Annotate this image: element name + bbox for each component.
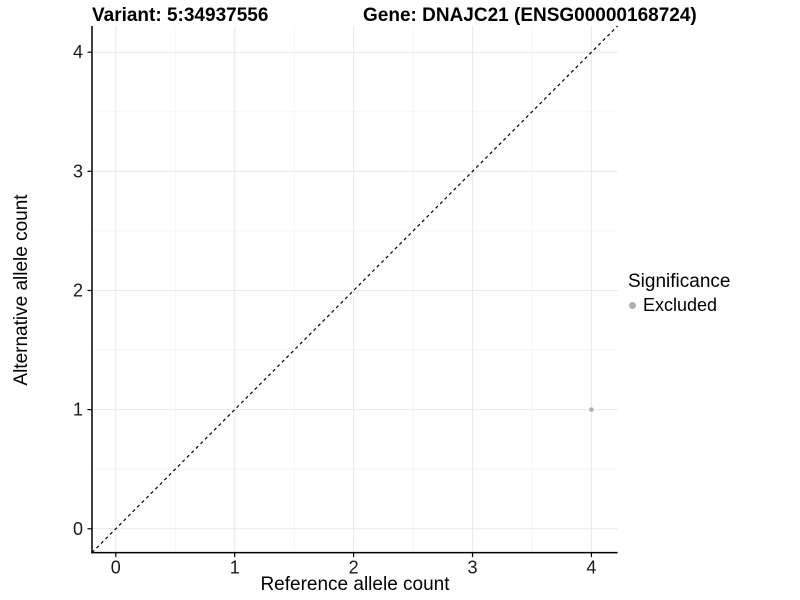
x-tick-label: 0	[111, 558, 121, 578]
x-axis-title: Reference allele count	[260, 574, 450, 595]
legend-key	[624, 297, 641, 314]
y-tick-label: 4	[73, 42, 83, 62]
variant-title: Variant: 5:34937556	[92, 5, 269, 26]
y-tick-label: 1	[73, 400, 83, 420]
y-axis-title: Alternative allele count	[11, 194, 32, 386]
data-point	[589, 407, 594, 412]
x-tick-label: 3	[468, 558, 478, 578]
y-tick-label: 2	[73, 280, 83, 300]
legend-item-label: Excluded	[643, 295, 718, 315]
x-tick-label: 1	[230, 558, 240, 578]
gene-title: Gene: DNAJC21 (ENSG00000168724)	[363, 5, 697, 26]
identity-line	[91, 25, 619, 554]
y-tick-label: 3	[73, 161, 83, 181]
legend-item-excluded: Excluded	[628, 295, 730, 316]
x-tick-label: 4	[586, 558, 596, 578]
legend-title: Significance	[628, 271, 731, 292]
x-tick-label: 2	[349, 558, 359, 578]
excluded-point-icon	[629, 302, 636, 309]
legend: Significance Excluded	[628, 270, 730, 316]
y-tick-label: 0	[73, 519, 83, 539]
